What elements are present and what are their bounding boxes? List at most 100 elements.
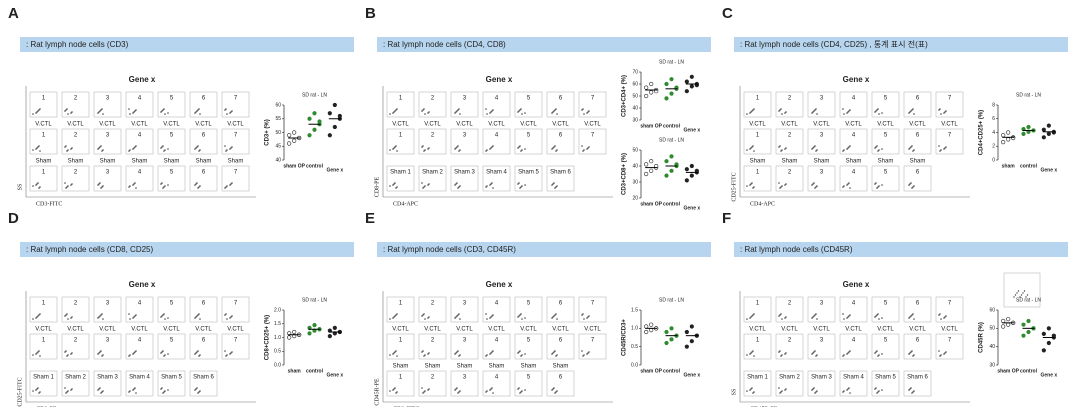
data-point [1006,130,1011,135]
flow-event [875,387,877,389]
grid-title: Gene x [843,280,870,289]
data-point [307,331,312,336]
flow-event [911,314,913,316]
flow-event [35,317,37,319]
cell-label: 1 [756,301,760,307]
x-tick-label: Gene x [1040,372,1057,378]
flow-event [66,186,68,188]
chart-title: SD rat - LN [302,92,327,98]
grid-title: Gene x [486,75,513,84]
flow-event [581,314,583,316]
row-group-label: V.CTL [877,327,894,333]
flow-event [195,352,197,354]
data-point [327,334,332,339]
flow-event [875,146,877,148]
flow-event [195,111,197,113]
flow-event [162,392,164,394]
data-point [684,167,689,172]
flow-event [456,146,458,148]
row-group-label: V.CTL [552,122,569,128]
flow-event [491,315,493,317]
data-point [684,178,689,183]
cell-label: 4 [495,133,499,139]
flow-event [198,108,200,110]
flow-plot [839,296,868,323]
cell-label: 6 [559,96,563,102]
flow-event [486,149,488,151]
flow-event [161,315,163,317]
flow-plot [93,165,122,192]
flow-event [135,109,137,111]
cell-label: 6 [559,133,563,139]
flow-event [70,148,72,150]
cell-label: 5 [527,133,531,139]
row-group-label: Sham [846,159,862,165]
x-tick-label: control [1020,368,1038,374]
flow-event [881,184,883,186]
cell-label: Sham 3 [454,170,475,176]
flow-event [424,390,426,392]
flow-event [489,184,491,186]
flow-event [160,316,162,318]
x-tick-label: control [306,163,324,169]
flow-event [911,187,913,189]
flow-event [843,149,845,151]
flow-event [555,313,557,315]
flow-event [846,353,848,355]
flow-event [427,389,429,391]
data-point [649,159,654,164]
flow-plot [61,333,90,360]
flow-event [846,184,848,186]
flow-event [753,313,755,315]
flow-event [911,145,913,147]
flow-event [423,313,425,315]
flow-event [943,353,945,355]
flow-event [849,392,851,394]
flow-event [395,314,397,316]
flow-event [36,352,38,354]
flow-event [750,316,752,318]
flow-event [878,318,880,320]
flow-event [582,108,584,110]
flow-event [422,314,424,316]
flow-event [945,315,947,317]
flow-event [428,352,430,354]
flow-event [490,388,492,390]
flow-event [71,111,73,113]
flow-event [194,389,196,391]
cell-label: Sham 1 [747,375,768,381]
flow-plot [482,370,511,397]
flow-event [784,353,786,355]
flow-event [454,389,456,391]
x-tick-label: control [306,368,324,374]
data-point [649,90,654,95]
flow-plot [839,165,868,192]
flow-event [128,150,130,152]
cell-label: 3 [463,301,467,307]
flow-event [938,109,940,111]
flow-event [230,111,232,113]
cell-label: Sham 1 [390,170,411,176]
flow-event [128,313,130,315]
flow-event [197,350,199,352]
cell-label: 5 [170,96,174,102]
flow-event [167,353,169,355]
flow-event [780,355,782,357]
flow-event [135,314,137,316]
flow-event [160,111,162,113]
flow-event [944,316,946,318]
flow-event [779,392,781,394]
flow-event [1022,292,1024,294]
flow-event [160,388,162,390]
data-point [649,81,654,87]
flow-event [1017,290,1020,292]
y-tick-label: 0.5 [631,344,638,350]
flow-event [878,354,880,356]
flow-event [939,108,941,110]
flow-plot [157,165,186,192]
flow-event [427,112,429,114]
flow-event [910,351,912,353]
flow-event [226,354,228,356]
flow-event [195,183,197,185]
y-tick-label: 60 [989,307,995,313]
